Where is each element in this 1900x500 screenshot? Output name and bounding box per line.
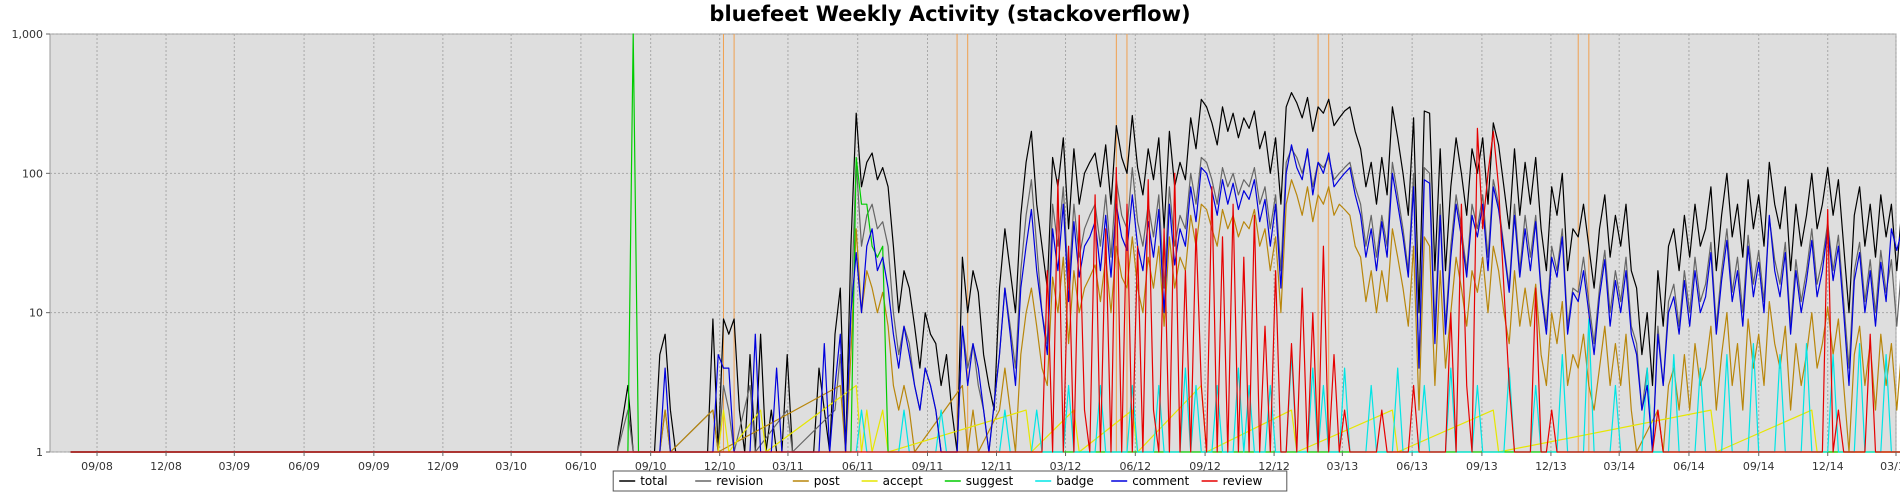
legend-label: comment <box>1132 474 1189 488</box>
x-tick-label: 09/11 <box>912 460 944 473</box>
x-tick-label: 03/09 <box>218 460 250 473</box>
x-tick-label: 06/13 <box>1396 460 1428 473</box>
x-tick-label: 12/14 <box>1812 460 1844 473</box>
x-tick-label: 06/11 <box>842 460 874 473</box>
y-tick-label: 10 <box>29 307 43 320</box>
x-tick-label: 12/08 <box>150 460 182 473</box>
y-tick-label: 100 <box>22 167 43 180</box>
series-line-total <box>70 91 1900 453</box>
x-tick-label: 03/11 <box>772 460 804 473</box>
series-line-post <box>70 179 1900 453</box>
x-tick-label: 12/12 <box>1258 460 1290 473</box>
axes: 1 10 100 1,000 09/08 12/08 03/09 06/09 09/09 12/0… <box>12 28 1900 473</box>
x-tick-label: 03/15 <box>1880 460 1900 473</box>
legend-label: accept <box>883 474 924 488</box>
x-tick-label: 12/11 <box>981 460 1013 473</box>
x-tick-label: 06/09 <box>288 460 320 473</box>
series-line-comment <box>70 144 1900 453</box>
x-tick-label: 06/12 <box>1119 460 1151 473</box>
x-tick-label: 09/13 <box>1466 460 1498 473</box>
series-line-suggest <box>70 33 1900 453</box>
legend-label: review <box>1223 474 1263 488</box>
x-tick-label: 12/09 <box>427 460 459 473</box>
x-tick-label: 06/14 <box>1673 460 1705 473</box>
legend-label: badge <box>1056 474 1094 488</box>
x-tick-label: 03/10 <box>495 460 527 473</box>
milestone-lines <box>722 34 1590 452</box>
x-tick-label: 12/13 <box>1535 460 1567 473</box>
x-tick-label: 09/10 <box>635 460 667 473</box>
grid-lines <box>50 33 1897 453</box>
x-tick-label: 09/09 <box>358 460 390 473</box>
legend: total revision post accept suggest badge comme… <box>612 470 1288 492</box>
series-lines <box>70 33 1900 453</box>
legend-label: revision <box>716 474 763 488</box>
series-line-badge <box>70 318 1900 453</box>
x-tick-label: 09/12 <box>1189 460 1221 473</box>
y-tick-label: 1 <box>36 446 43 459</box>
legend-label: suggest <box>966 474 1014 488</box>
x-tick-label: 09/14 <box>1743 460 1775 473</box>
chart-title: bluefeet Weekly Activity (stackoverflow) <box>709 2 1191 26</box>
series-line-review <box>70 127 1900 453</box>
x-tick-label: 03/13 <box>1327 460 1359 473</box>
x-tick-label: 03/14 <box>1603 460 1635 473</box>
x-tick-label: 06/10 <box>565 460 597 473</box>
y-tick-label: 1,000 <box>12 28 44 41</box>
legend-label: total <box>640 474 667 488</box>
x-tick-label: 03/12 <box>1050 460 1082 473</box>
x-tick-label: 09/08 <box>81 460 113 473</box>
legend-label: post <box>814 474 840 488</box>
x-tick-label: 12/10 <box>704 460 736 473</box>
